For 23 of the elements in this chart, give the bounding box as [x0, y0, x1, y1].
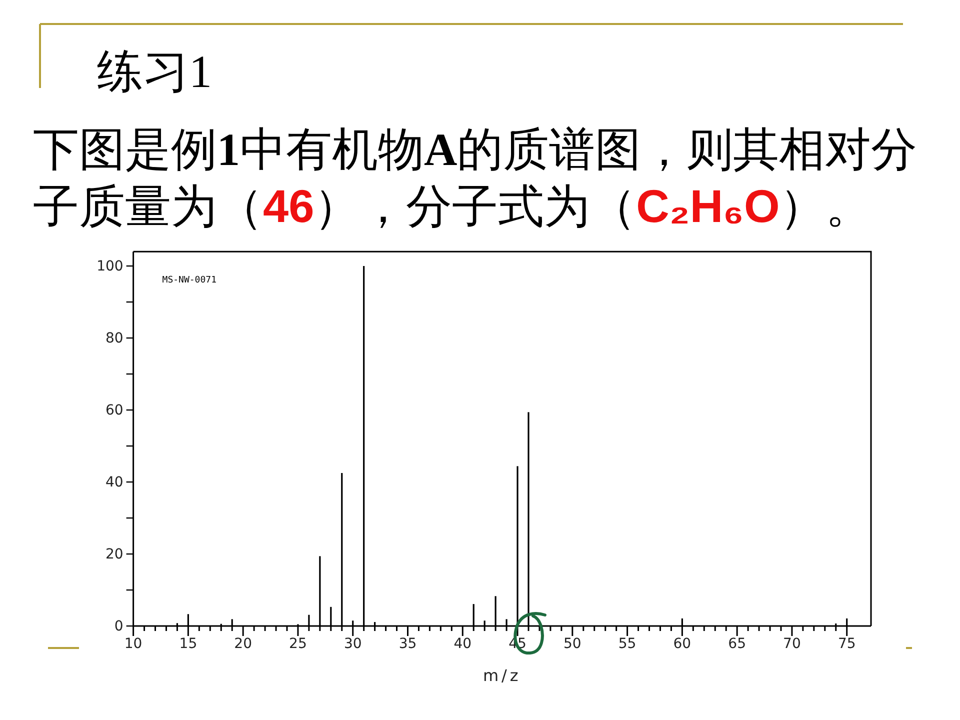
x-tick-label: 70: [783, 636, 801, 652]
x-tick-label: 55: [618, 636, 636, 652]
x-tick-label: 20: [234, 636, 252, 652]
y-tick-label: 100: [96, 258, 124, 274]
x-tick-label: 25: [289, 636, 307, 652]
x-tick-label: 50: [563, 636, 582, 652]
y-tick-label: 20: [105, 546, 124, 562]
y-tick-label: 60: [105, 402, 124, 418]
y-tick-label: 0: [114, 618, 124, 634]
x-axis-title: m/z: [482, 666, 522, 685]
x-tick-label: 75: [838, 636, 856, 652]
text: 下图是例1中有机物A的质谱图，则其相对分子质量为（46），分子式为（C₂H₆O）。: [33, 124, 918, 232]
x-tick-label: 30: [344, 636, 362, 652]
annotation: MS-NW-0071: [162, 276, 216, 286]
x-tick-label: 10: [124, 636, 142, 652]
y-tick-label: 40: [105, 474, 124, 490]
y-tick-label: 80: [105, 330, 124, 346]
chart-title: 练习1: [97, 45, 212, 99]
x-tick-label: 15: [179, 636, 198, 652]
x-tick-label: 65: [728, 636, 746, 652]
x-tick-label: 60: [673, 636, 692, 652]
x-tick-label: 35: [398, 636, 417, 652]
x-tick-label: 40: [454, 636, 472, 652]
